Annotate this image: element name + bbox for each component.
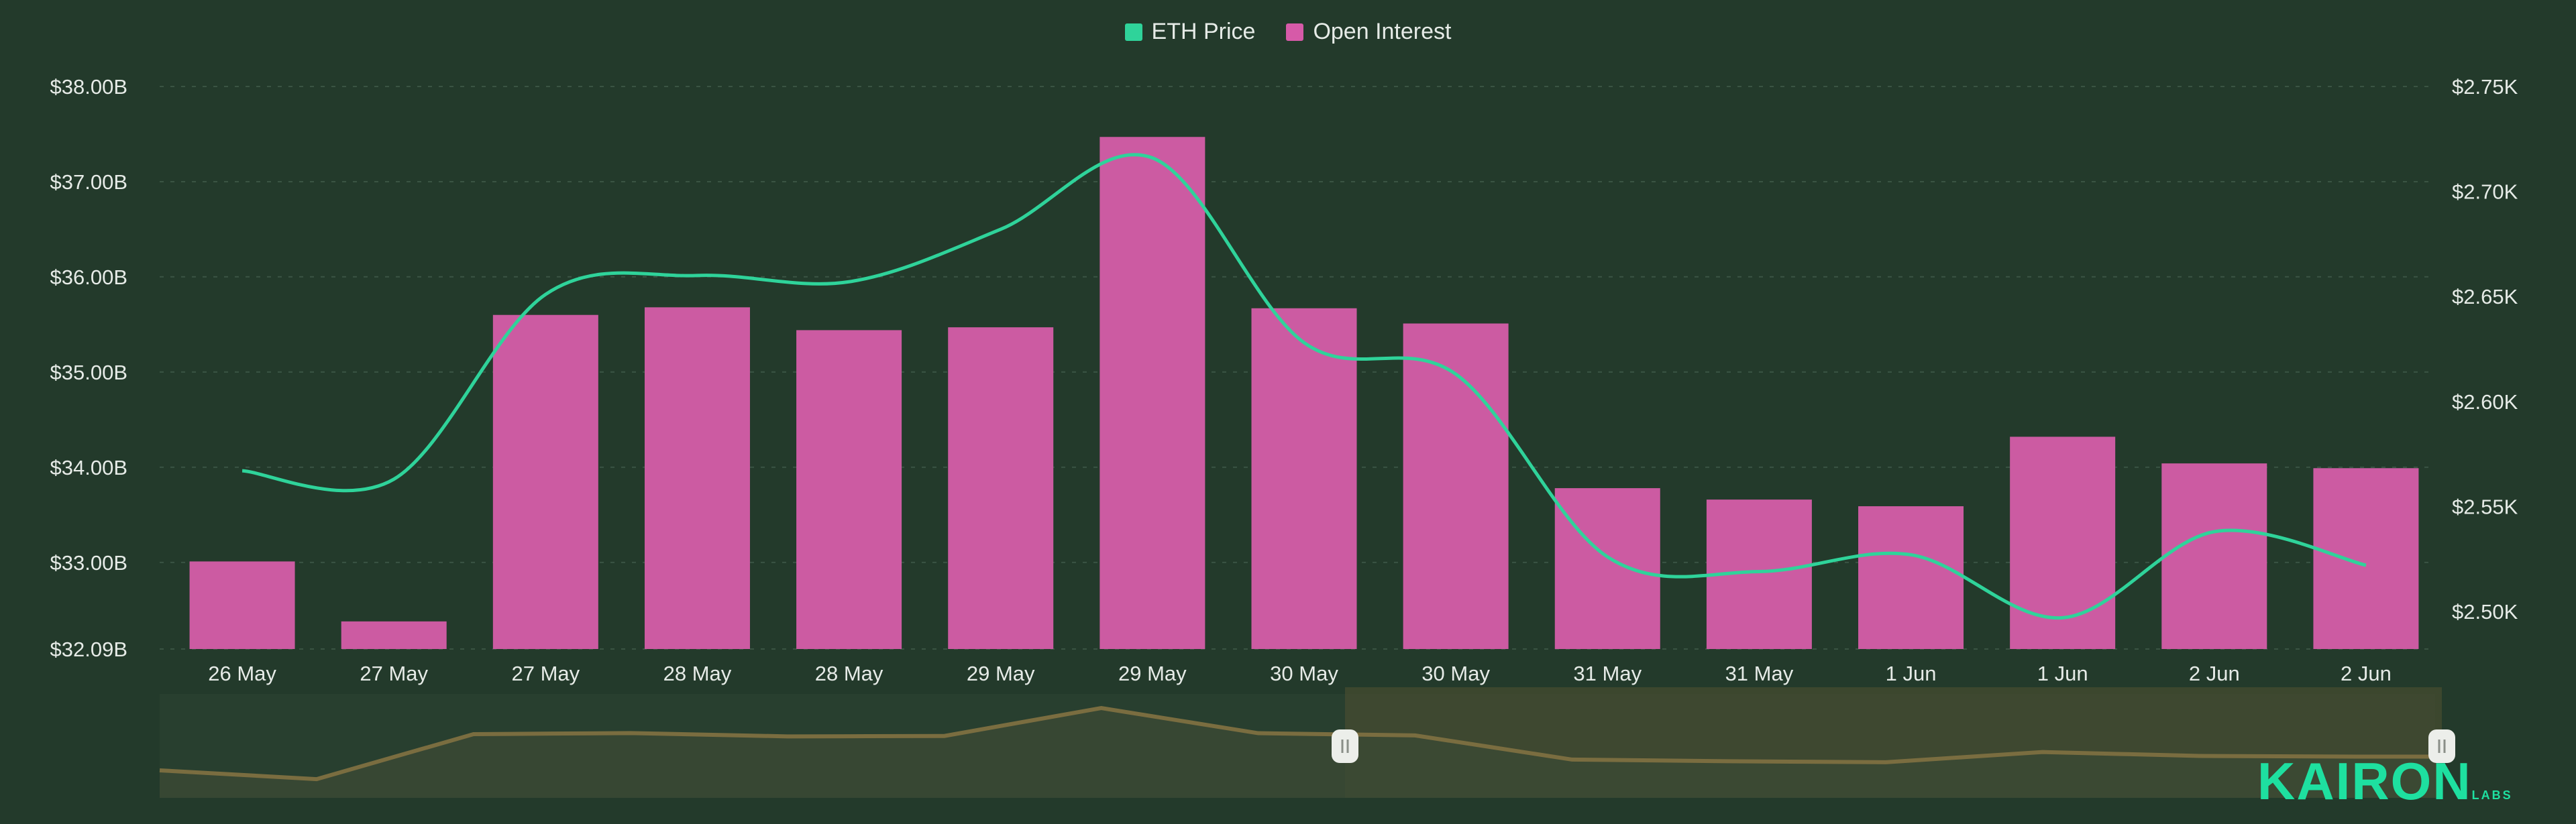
left-axis-tick: $36.00B xyxy=(50,266,128,289)
open-interest-bar[interactable] xyxy=(2161,463,2267,649)
x-axis-tick: 2 Jun xyxy=(2189,662,2240,685)
x-axis-tick: 30 May xyxy=(1421,662,1490,685)
legend-open-interest[interactable]: Open Interest xyxy=(1286,19,1451,45)
navigator-right-handle[interactable] xyxy=(2428,729,2455,763)
chart-legend: ETH Price Open Interest xyxy=(0,19,2576,45)
open-interest-bar[interactable] xyxy=(948,327,1054,649)
open-interest-bar[interactable] xyxy=(1251,308,1357,649)
open-interest-bar[interactable] xyxy=(644,307,750,649)
x-axis-tick: 31 May xyxy=(1573,662,1642,685)
legend-eth-price-label: ETH Price xyxy=(1151,19,1256,44)
left-axis-tick: $33.00B xyxy=(50,551,128,575)
open-interest-bar[interactable] xyxy=(189,561,295,649)
x-axis-tick: 27 May xyxy=(511,662,580,685)
open-interest-swatch-icon xyxy=(1286,23,1304,41)
x-axis-tick: 28 May xyxy=(815,662,883,685)
x-axis-tick: 2 Jun xyxy=(2341,662,2392,685)
x-axis-tick: 30 May xyxy=(1270,662,1338,685)
open-interest-bar[interactable] xyxy=(1403,323,1509,649)
x-axis-tick: 29 May xyxy=(967,662,1035,685)
right-axis-tick: $2.65K xyxy=(2452,285,2518,308)
left-axis-tick: $37.00B xyxy=(50,170,128,194)
right-axis-tick: $2.75K xyxy=(2452,75,2518,99)
legend-eth-price[interactable]: ETH Price xyxy=(1124,19,1256,45)
open-interest-bar[interactable] xyxy=(1099,137,1205,650)
left-axis-tick: $32.09B xyxy=(50,638,128,661)
x-axis-tick: 29 May xyxy=(1118,662,1187,685)
navigator-line xyxy=(159,705,2435,782)
x-axis-tick: 1 Jun xyxy=(1886,662,1937,685)
left-axis-tick: $38.00B xyxy=(50,75,128,99)
x-axis-tick: 31 May xyxy=(1725,662,1794,685)
right-axis-tick: $2.55K xyxy=(2452,495,2518,518)
open-interest-bar[interactable] xyxy=(341,621,447,649)
open-interest-bar[interactable] xyxy=(2010,436,2116,649)
open-interest-bar[interactable] xyxy=(1554,488,1660,649)
left-axis-tick: $35.00B xyxy=(50,361,128,384)
navigator-left-handle[interactable] xyxy=(1332,729,1358,763)
x-axis-tick: 28 May xyxy=(663,662,732,685)
open-interest-bar[interactable] xyxy=(1858,506,1964,649)
open-interest-bar[interactable] xyxy=(492,314,598,649)
right-axis-tick: $2.60K xyxy=(2452,390,2518,414)
brand-logo: KAIRONLABS xyxy=(2257,752,2513,811)
eth-price-line[interactable] xyxy=(241,153,2367,620)
open-interest-bar[interactable] xyxy=(2313,468,2419,649)
left-axis-tick: $34.00B xyxy=(50,456,128,479)
x-axis-tick: 26 May xyxy=(208,662,276,685)
x-axis-tick: 27 May xyxy=(360,662,428,685)
legend-open-interest-label: Open Interest xyxy=(1313,19,1452,44)
x-axis-tick: 1 Jun xyxy=(2037,662,2088,685)
navigator-area xyxy=(160,708,2435,798)
right-axis-tick: $2.70K xyxy=(2452,180,2518,204)
eth-price-swatch-icon xyxy=(1124,23,1142,41)
open-interest-bar[interactable] xyxy=(796,330,902,649)
right-axis-tick: $2.50K xyxy=(2452,600,2518,624)
